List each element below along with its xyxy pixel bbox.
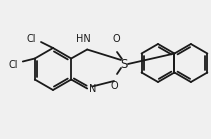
Text: Cl: Cl bbox=[27, 34, 36, 44]
Text: O: O bbox=[110, 81, 118, 91]
Text: Cl: Cl bbox=[8, 59, 18, 70]
Text: S: S bbox=[120, 58, 128, 70]
Text: N: N bbox=[89, 84, 97, 94]
Text: HN: HN bbox=[76, 33, 91, 44]
Text: O: O bbox=[112, 34, 120, 44]
